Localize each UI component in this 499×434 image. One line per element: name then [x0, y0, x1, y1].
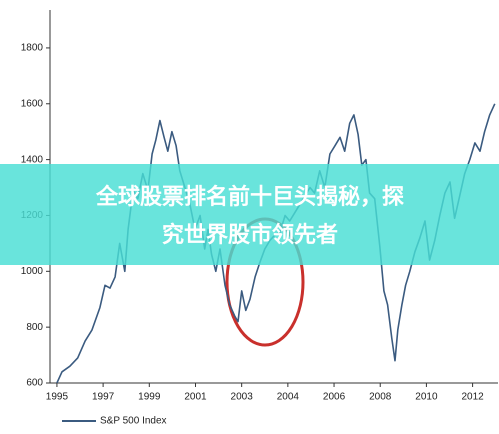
- y-tick-label: 1400: [21, 154, 44, 165]
- x-tick-label: 1999: [138, 392, 161, 403]
- y-tick-label: 1800: [21, 43, 44, 54]
- banner: [0, 164, 499, 265]
- x-tick-label: 2010: [415, 392, 438, 403]
- x-tick-label: 2006: [323, 392, 346, 403]
- legend-label: S&P 500 Index: [100, 416, 167, 427]
- x-tick-label: 2008: [369, 392, 392, 403]
- x-tick-label: 1997: [92, 392, 115, 403]
- y-tick-label: 600: [26, 378, 43, 389]
- x-tick-label: 1995: [46, 392, 69, 403]
- y-tick-label: 1600: [21, 98, 44, 109]
- banner-title: 究世界股市领先者: [162, 222, 338, 248]
- x-tick-label: 2003: [231, 392, 254, 403]
- y-tick-label: 1000: [21, 266, 44, 277]
- y-tick-label: 800: [26, 322, 43, 333]
- x-tick-label: 2001: [184, 392, 207, 403]
- x-tick-label: 2012: [461, 392, 484, 403]
- banner-title: 全球股票排名前十巨头揭秘，探: [95, 184, 404, 210]
- x-tick-label: 2004: [277, 392, 300, 403]
